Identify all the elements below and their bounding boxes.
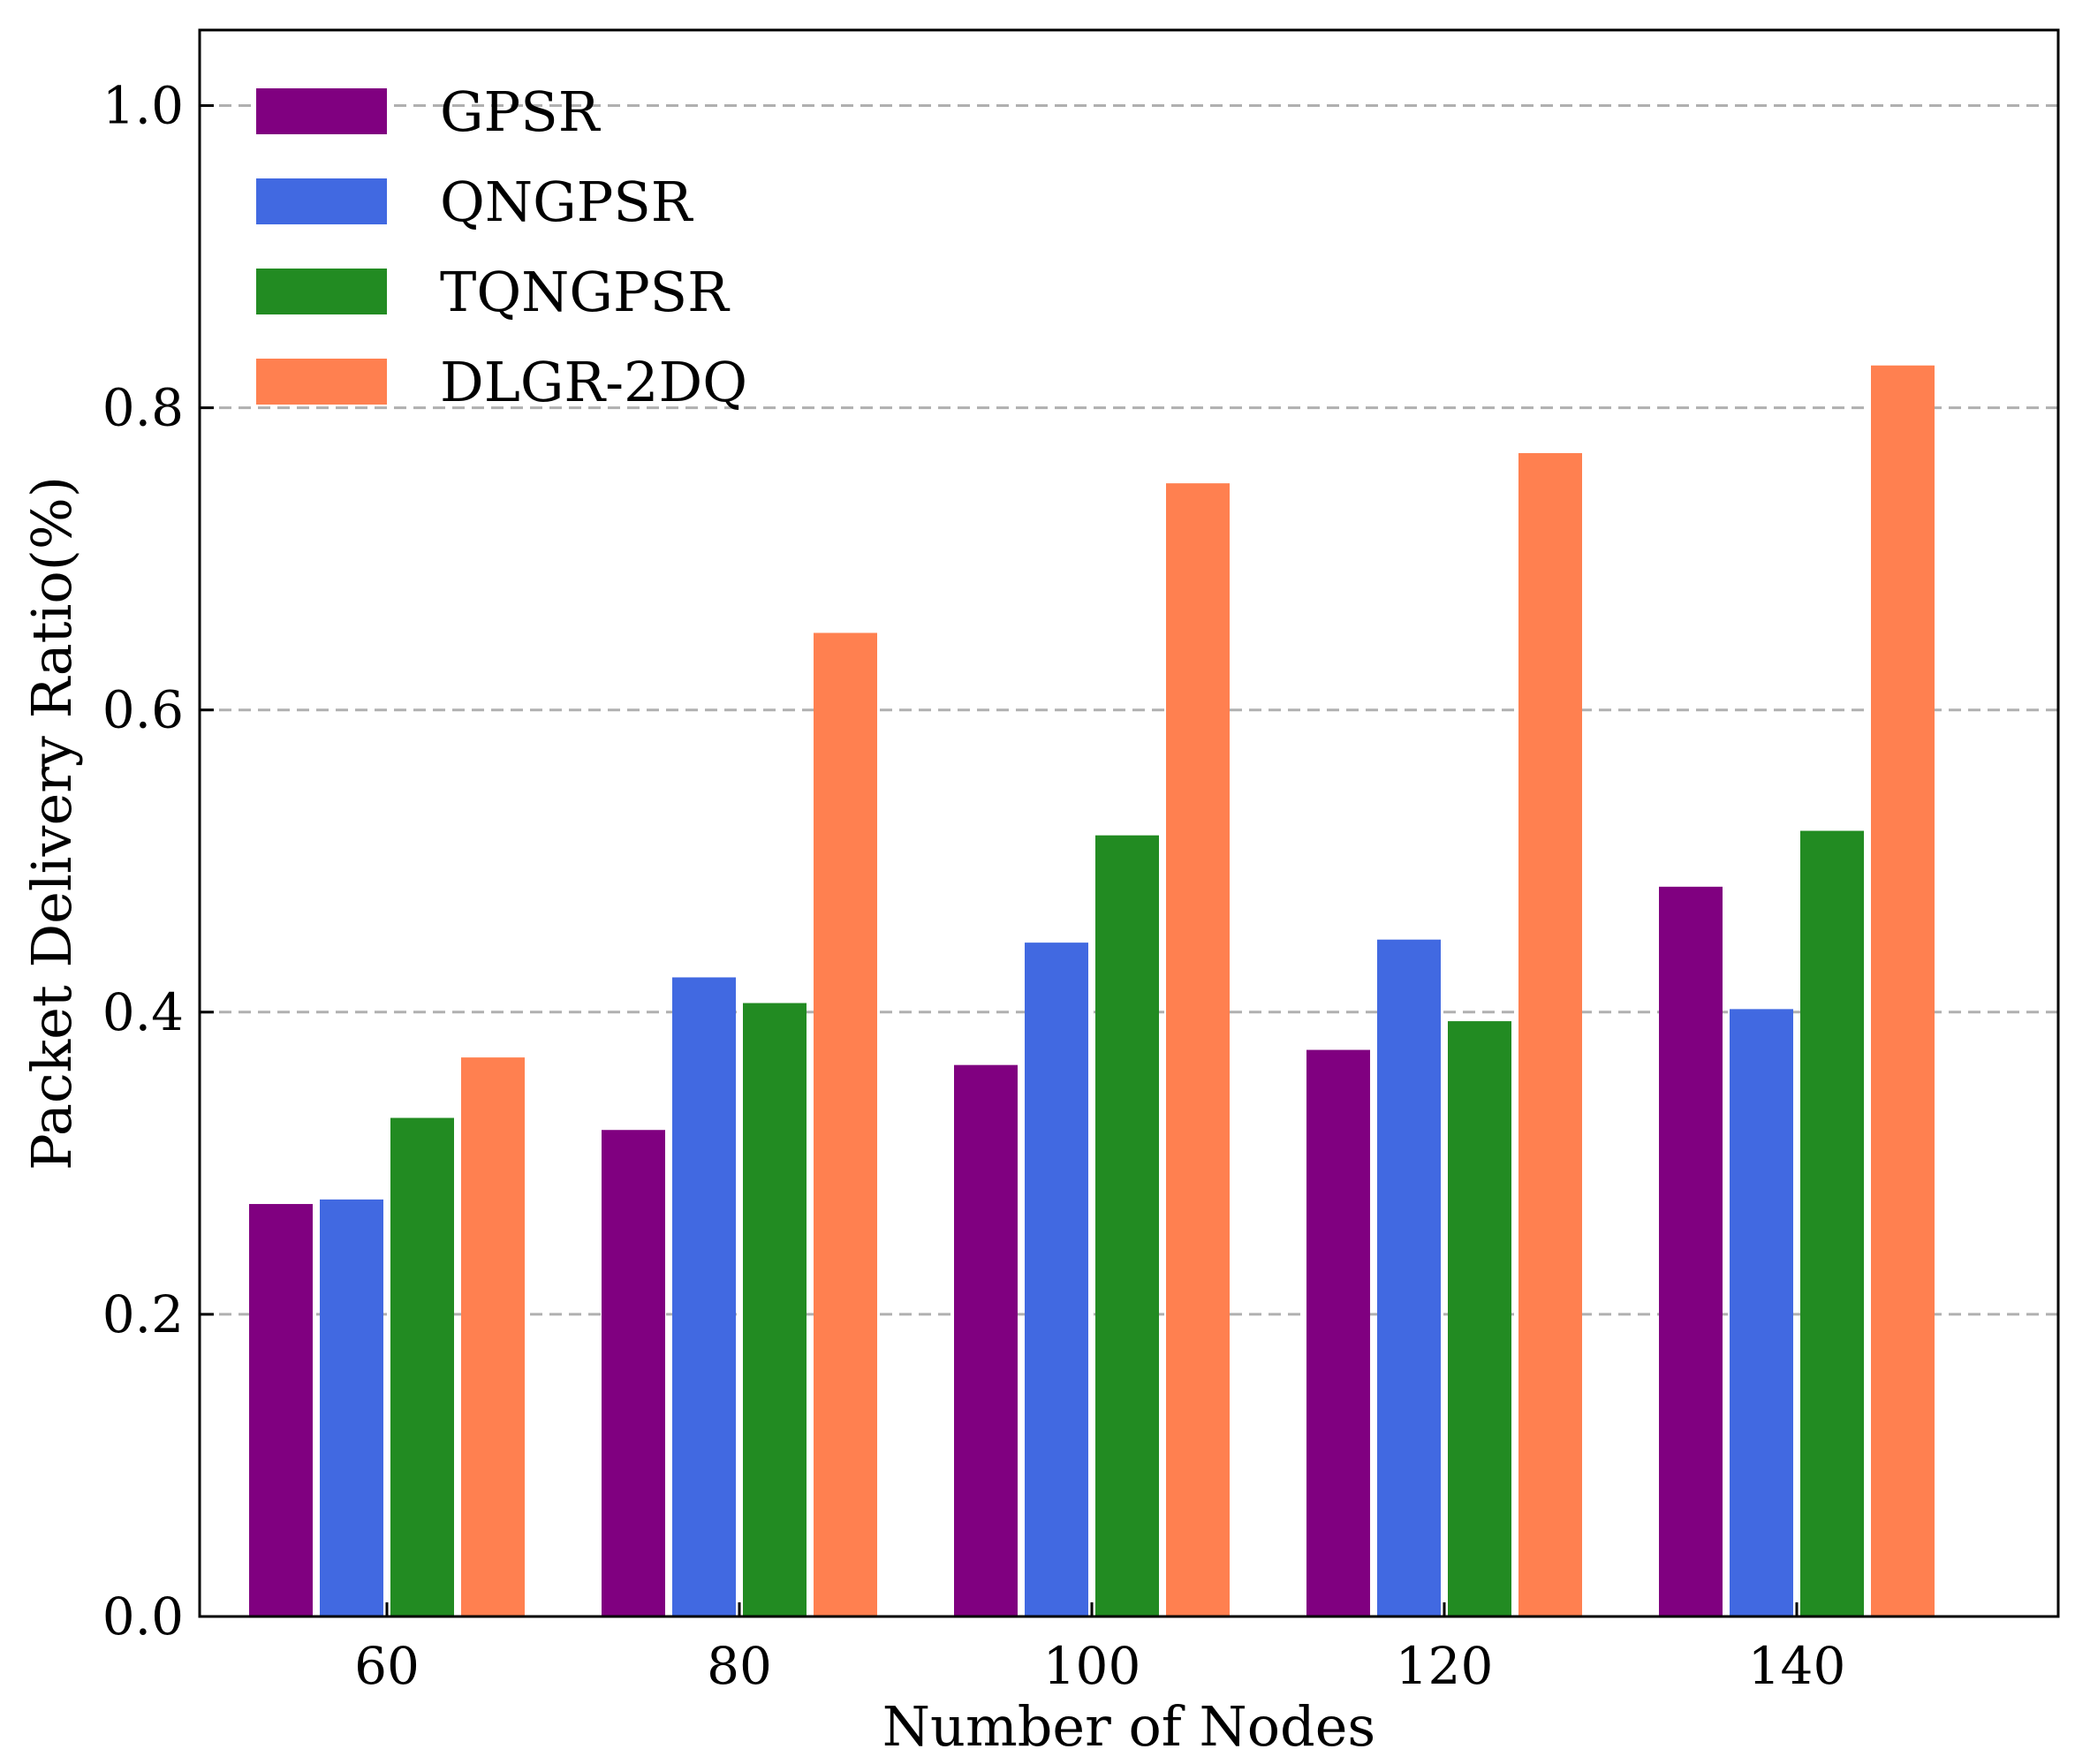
bar-qngpsr-100: [1025, 943, 1088, 1616]
legend-swatch-dlgr-2dq: [256, 359, 387, 405]
bar-qngpsr-120: [1377, 939, 1441, 1616]
y-tick-label: 0.0: [102, 1586, 184, 1647]
legend-swatch-qngpsr: [256, 178, 387, 224]
y-tick-label: 1.0: [102, 76, 184, 136]
bar-dlgr-2dq-120: [1518, 452, 1582, 1616]
bar-tqngpsr-100: [1095, 835, 1159, 1616]
bar-dlgr-2dq-100: [1166, 483, 1230, 1617]
legend: GPSR QNGPSR TQNGPSR DLGR-2DQ: [256, 79, 747, 414]
x-tick-label: 100: [1043, 1636, 1141, 1696]
legend-swatch-gpsr: [256, 88, 387, 134]
bar-qngpsr-60: [320, 1199, 383, 1616]
y-tick-label: 0.6: [102, 680, 184, 740]
x-tick-label: 80: [707, 1636, 772, 1696]
bar-dlgr-2dq-60: [461, 1057, 525, 1616]
legend-swatch-tqngpsr: [256, 269, 387, 314]
legend-label-dlgr-2dq: DLGR-2DQ: [440, 350, 747, 414]
bar-gpsr-100: [954, 1064, 1018, 1616]
legend-label-tqngpsr: TQNGPSR: [440, 260, 731, 324]
x-tick-label: 120: [1396, 1636, 1494, 1696]
bar-gpsr-60: [249, 1204, 313, 1616]
bar-qngpsr-140: [1730, 1009, 1793, 1616]
bar-dlgr-2dq-80: [814, 632, 877, 1616]
bars: [249, 365, 1935, 1617]
x-tick-label: 60: [354, 1636, 420, 1696]
y-ticks: 0.0 0.2 0.4 0.6 0.8 1.0: [102, 76, 214, 1647]
y-axis-label: Packet Delivery Ratio(%): [19, 476, 84, 1170]
legend-label-gpsr: GPSR: [440, 79, 602, 144]
legend-label-qngpsr: QNGPSR: [440, 170, 694, 234]
y-tick-label: 0.2: [102, 1284, 184, 1344]
bar-tqngpsr-80: [743, 1003, 807, 1616]
bar-dlgr-2dq-140: [1871, 365, 1935, 1616]
x-tick-label: 140: [1748, 1636, 1846, 1696]
bar-gpsr-80: [602, 1130, 665, 1616]
x-axis-label: Number of Nodes: [882, 1694, 1375, 1759]
bar-tqngpsr-60: [390, 1117, 454, 1616]
plot-frame: [198, 28, 2060, 1618]
bar-tqngpsr-140: [1800, 830, 1864, 1616]
y-tick-label: 0.4: [102, 982, 184, 1042]
x-ticks: 60 80 100 120 140: [354, 1602, 1845, 1696]
bar-gpsr-140: [1659, 886, 1723, 1616]
bar-gpsr-120: [1306, 1049, 1370, 1616]
bar-qngpsr-80: [672, 977, 736, 1616]
y-tick-label: 0.8: [102, 378, 184, 438]
bar-tqngpsr-120: [1448, 1021, 1511, 1616]
